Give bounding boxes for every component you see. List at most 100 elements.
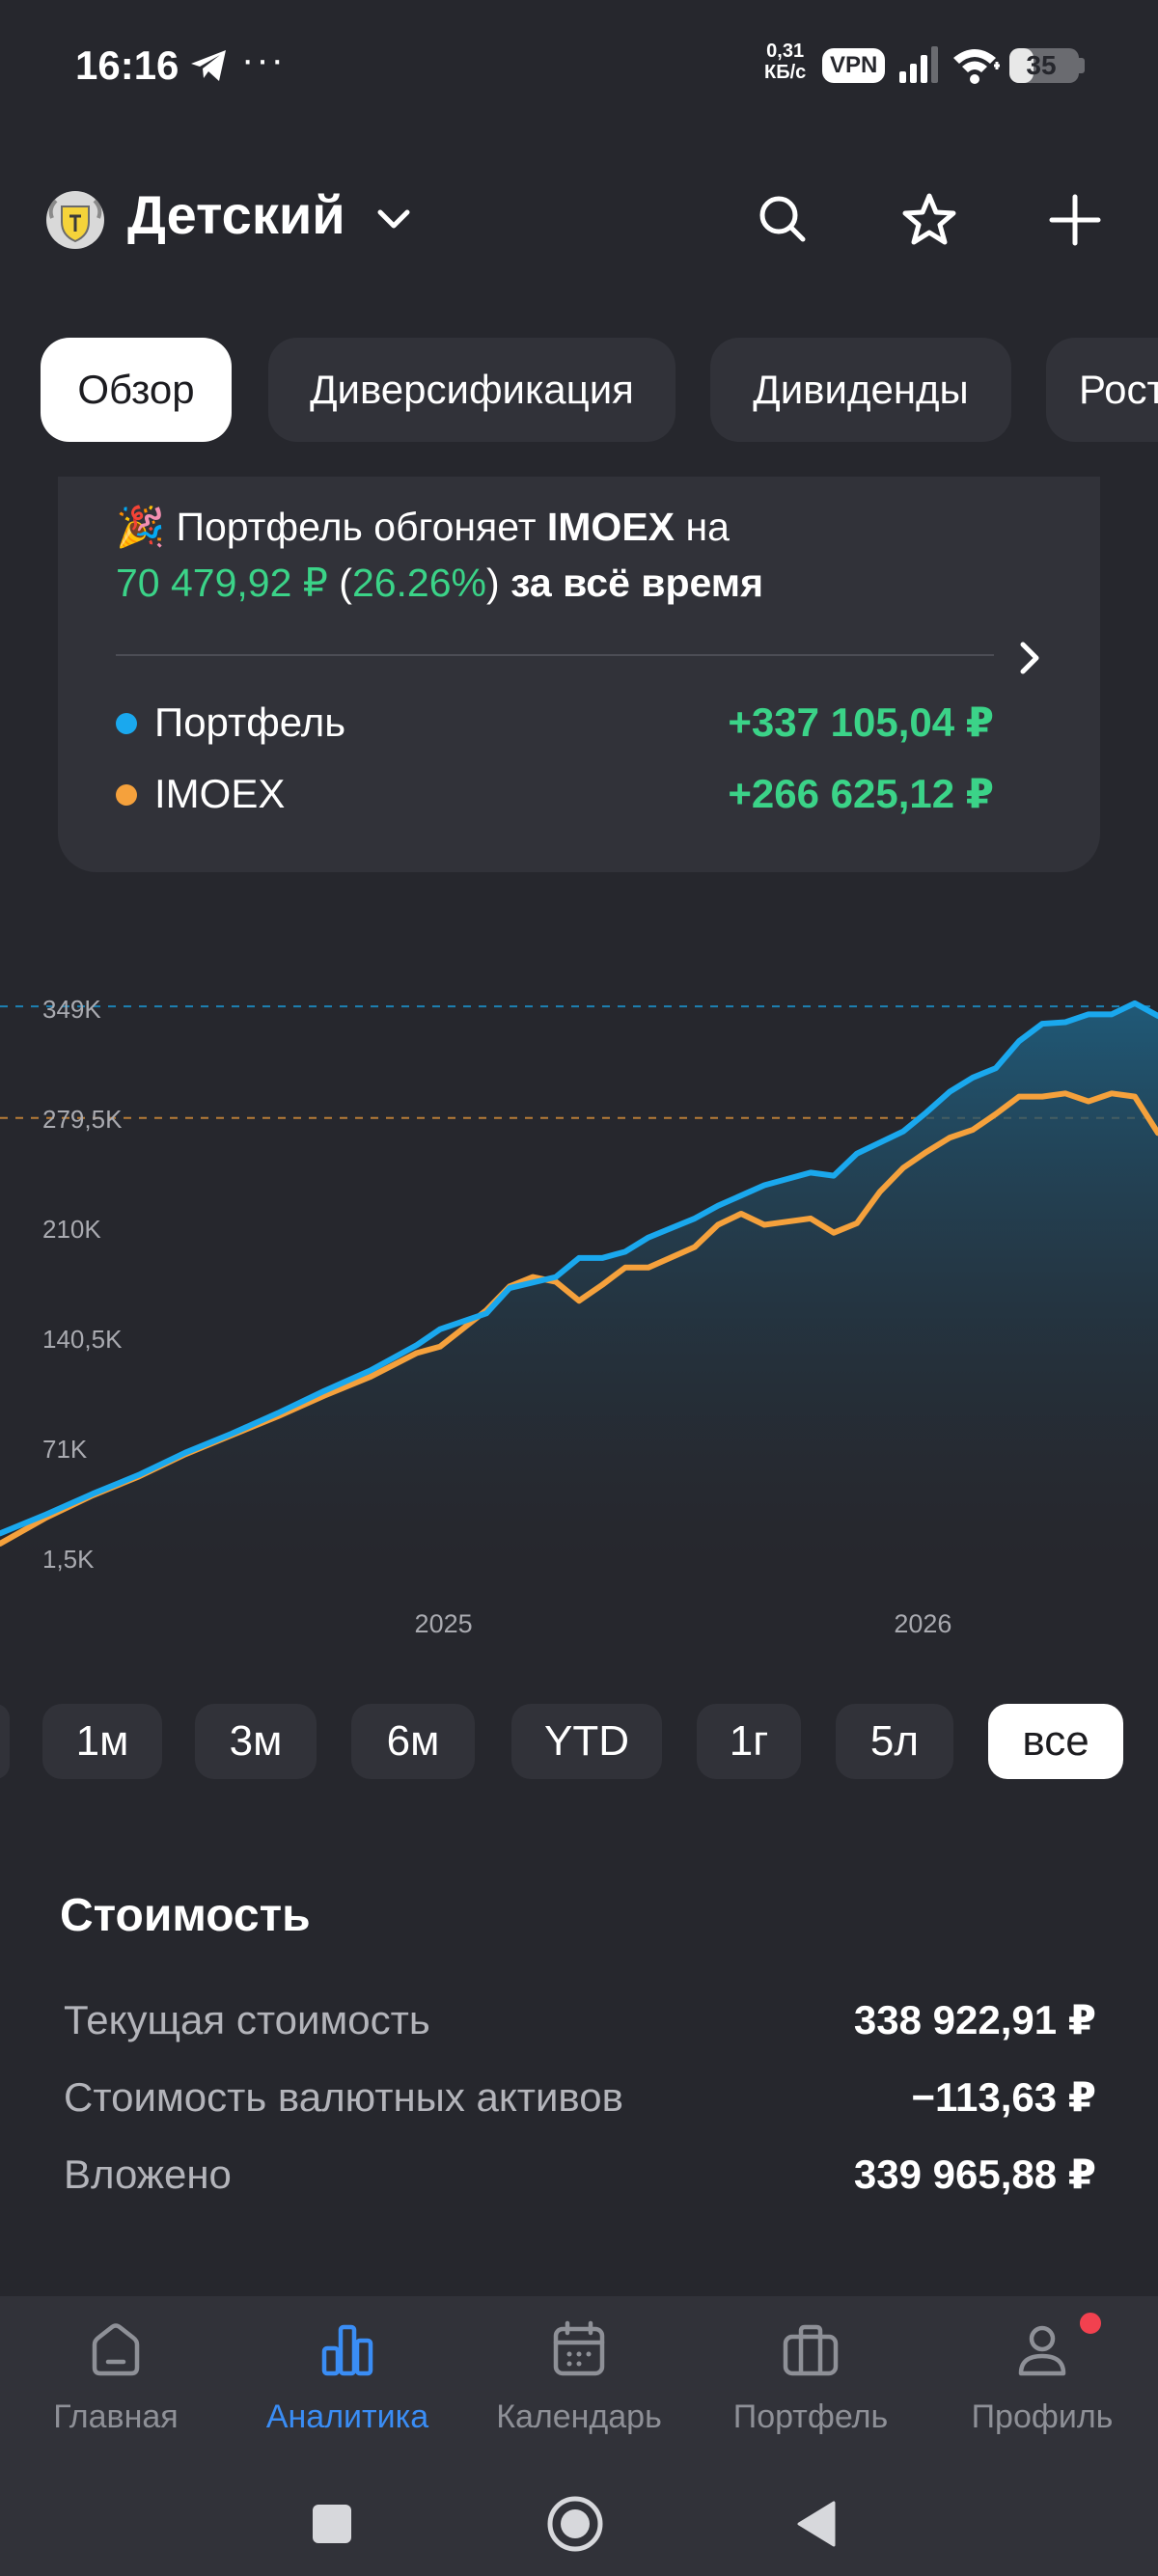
favorite-button[interactable] bbox=[893, 183, 966, 257]
calendar-icon bbox=[553, 2320, 605, 2376]
period-all[interactable]: все bbox=[988, 1704, 1123, 1779]
value-label: Стоимость валютных активов bbox=[64, 2074, 623, 2120]
nav-profile[interactable]: Профиль bbox=[936, 2310, 1148, 2454]
x-tick-label: 2025 bbox=[415, 1609, 473, 1638]
performance-chart[interactable]: 349K 279,5K 210K 140,5K 71K 1,5K 2025 2026 bbox=[0, 955, 1158, 1650]
headline-on: на bbox=[685, 505, 730, 549]
nav-calendar[interactable]: Календарь bbox=[473, 2319, 685, 2454]
series-line-portfolio bbox=[0, 1000, 1158, 1537]
nav-portfolio[interactable]: Портфель bbox=[704, 2319, 917, 2454]
home-icon bbox=[92, 2323, 140, 2376]
account-title[interactable]: Детский bbox=[127, 184, 345, 245]
value-row: Стоимость валютных активов −113,63 ₽ bbox=[64, 2069, 1096, 2126]
chevron-down-icon[interactable] bbox=[371, 201, 417, 239]
headline-text: Портфель обгоняет bbox=[176, 505, 537, 549]
section-tabs: Обзор Диверсификация Дивиденды Рост bbox=[0, 338, 1158, 442]
home-circle-icon[interactable] bbox=[546, 2495, 604, 2553]
value-label: Текущая стоимость bbox=[64, 1997, 430, 2042]
value-title: Стоимость bbox=[60, 1890, 311, 1941]
signal-icon bbox=[899, 46, 938, 83]
net-speed: 0,31 КБ/с bbox=[764, 41, 806, 83]
search-icon bbox=[759, 196, 806, 242]
period-5y[interactable]: 5л bbox=[836, 1704, 953, 1779]
bottom-nav: Главная Аналитика Календарь Портфель П bbox=[0, 2296, 1158, 2576]
vpn-badge: VPN bbox=[822, 48, 886, 83]
x-tick-label: 2026 bbox=[894, 1609, 951, 1638]
period-partial[interactable] bbox=[0, 1704, 10, 1779]
telegram-icon bbox=[191, 50, 226, 81]
y-tick-label: 140,5K bbox=[42, 1325, 123, 1354]
nav-label: Профиль bbox=[971, 2398, 1114, 2435]
y-tick-label: 349K bbox=[42, 995, 101, 1024]
nav-home[interactable]: Главная bbox=[10, 2319, 222, 2454]
paren-close: ) bbox=[486, 561, 500, 605]
nav-label: Аналитика bbox=[265, 2398, 429, 2435]
status-bar: 16:16 ··· 0,31 КБ/с VPN 35 bbox=[0, 0, 1158, 135]
nav-label: Календарь bbox=[496, 2398, 662, 2435]
star-icon bbox=[902, 193, 956, 245]
period-suffix: за всё время bbox=[510, 561, 764, 605]
value-label: Вложено bbox=[64, 2151, 232, 2197]
recents-square-icon[interactable] bbox=[303, 2495, 361, 2553]
period-3m[interactable]: 3м bbox=[195, 1704, 317, 1779]
profile-icon bbox=[1018, 2325, 1066, 2376]
battery-icon: 35 bbox=[1009, 48, 1079, 83]
battery-tip bbox=[1079, 58, 1085, 73]
comparison-amount-line: 70 479,92 ₽ (26.26%) за всё время bbox=[116, 554, 763, 612]
period-1m[interactable]: 1м bbox=[42, 1704, 162, 1779]
nav-label: Главная bbox=[53, 2398, 179, 2435]
comparison-card[interactable]: 🎉 Портфель обгоняет IMOEX на 70 479,92 ₽… bbox=[58, 477, 1100, 872]
status-time: 16:16 bbox=[75, 42, 179, 88]
legend-label: Портфель bbox=[154, 699, 346, 745]
index-name: IMOEX bbox=[546, 505, 676, 549]
period-selector: 1м 3м 6м YTD 1г 5л все bbox=[0, 1704, 1158, 1779]
legend-value: +337 105,04 ₽ bbox=[728, 699, 994, 745]
portfolio-area bbox=[0, 1002, 1158, 1563]
add-button[interactable] bbox=[1038, 183, 1112, 257]
y-tick-label: 210K bbox=[42, 1215, 101, 1244]
chart-svg: 349K 279,5K 210K 140,5K 71K 1,5K 2025 2026 bbox=[0, 995, 1158, 1638]
card-divider bbox=[116, 654, 994, 656]
chevron-right-icon[interactable] bbox=[1002, 629, 1060, 687]
y-tick-label: 71K bbox=[42, 1435, 88, 1464]
series-line-imoex bbox=[0, 1090, 1158, 1547]
net-speed-value: 0,31 bbox=[766, 41, 805, 62]
outperformance-percent: 26.26% bbox=[351, 561, 486, 605]
tab-overview[interactable]: Обзор bbox=[41, 338, 232, 442]
wifi-icon bbox=[953, 49, 1000, 84]
outperformance-amount: 70 479,92 ₽ bbox=[116, 561, 328, 605]
legend-row-portfolio: Портфель +337 105,04 ₽ bbox=[116, 694, 994, 752]
portfolio-dot bbox=[116, 713, 137, 734]
value-row: Текущая стоимость 338 922,91 ₽ bbox=[64, 1991, 1096, 2049]
paren-open: ( bbox=[339, 561, 352, 605]
notification-badge bbox=[1077, 2310, 1104, 2337]
nav-analytics[interactable]: Аналитика bbox=[241, 2319, 454, 2454]
back-triangle-icon[interactable] bbox=[789, 2495, 847, 2553]
logo-icon[interactable] bbox=[44, 189, 106, 251]
value-section: Стоимость Текущая стоимость 338 922,91 ₽… bbox=[0, 1881, 1158, 2209]
period-1y[interactable]: 1г bbox=[697, 1704, 801, 1779]
y-tick-label: 1,5K bbox=[42, 1545, 95, 1574]
net-speed-unit: КБ/с bbox=[764, 62, 807, 83]
plus-icon bbox=[1049, 194, 1101, 246]
tab-dividends[interactable]: Дивиденды bbox=[710, 338, 1011, 442]
tab-diversification[interactable]: Диверсификация bbox=[268, 338, 676, 442]
nav-label: Портфель bbox=[732, 2398, 889, 2435]
tab-growth[interactable]: Рост bbox=[1046, 338, 1158, 442]
imoex-dot bbox=[116, 784, 137, 806]
legend-value: +266 625,12 ₽ bbox=[728, 771, 994, 816]
more-notifications: ··· bbox=[241, 39, 286, 81]
value-amount: 338 922,91 ₽ bbox=[853, 1997, 1096, 2042]
header: Детский bbox=[0, 174, 1158, 260]
battery-percent: 35 bbox=[1026, 50, 1057, 80]
period-6m[interactable]: 6м bbox=[351, 1704, 475, 1779]
value-row: Вложено 339 965,88 ₽ bbox=[64, 2146, 1096, 2204]
period-ytd[interactable]: YTD bbox=[511, 1704, 662, 1779]
system-nav-bar bbox=[0, 2470, 1158, 2576]
legend-row-imoex: IMOEX +266 625,12 ₽ bbox=[116, 765, 994, 823]
briefcase-icon bbox=[783, 2324, 839, 2376]
battery-level bbox=[1009, 48, 1034, 83]
analytics-icon bbox=[321, 2324, 373, 2376]
search-button[interactable] bbox=[747, 183, 820, 257]
value-amount: −113,63 ₽ bbox=[911, 2074, 1096, 2120]
